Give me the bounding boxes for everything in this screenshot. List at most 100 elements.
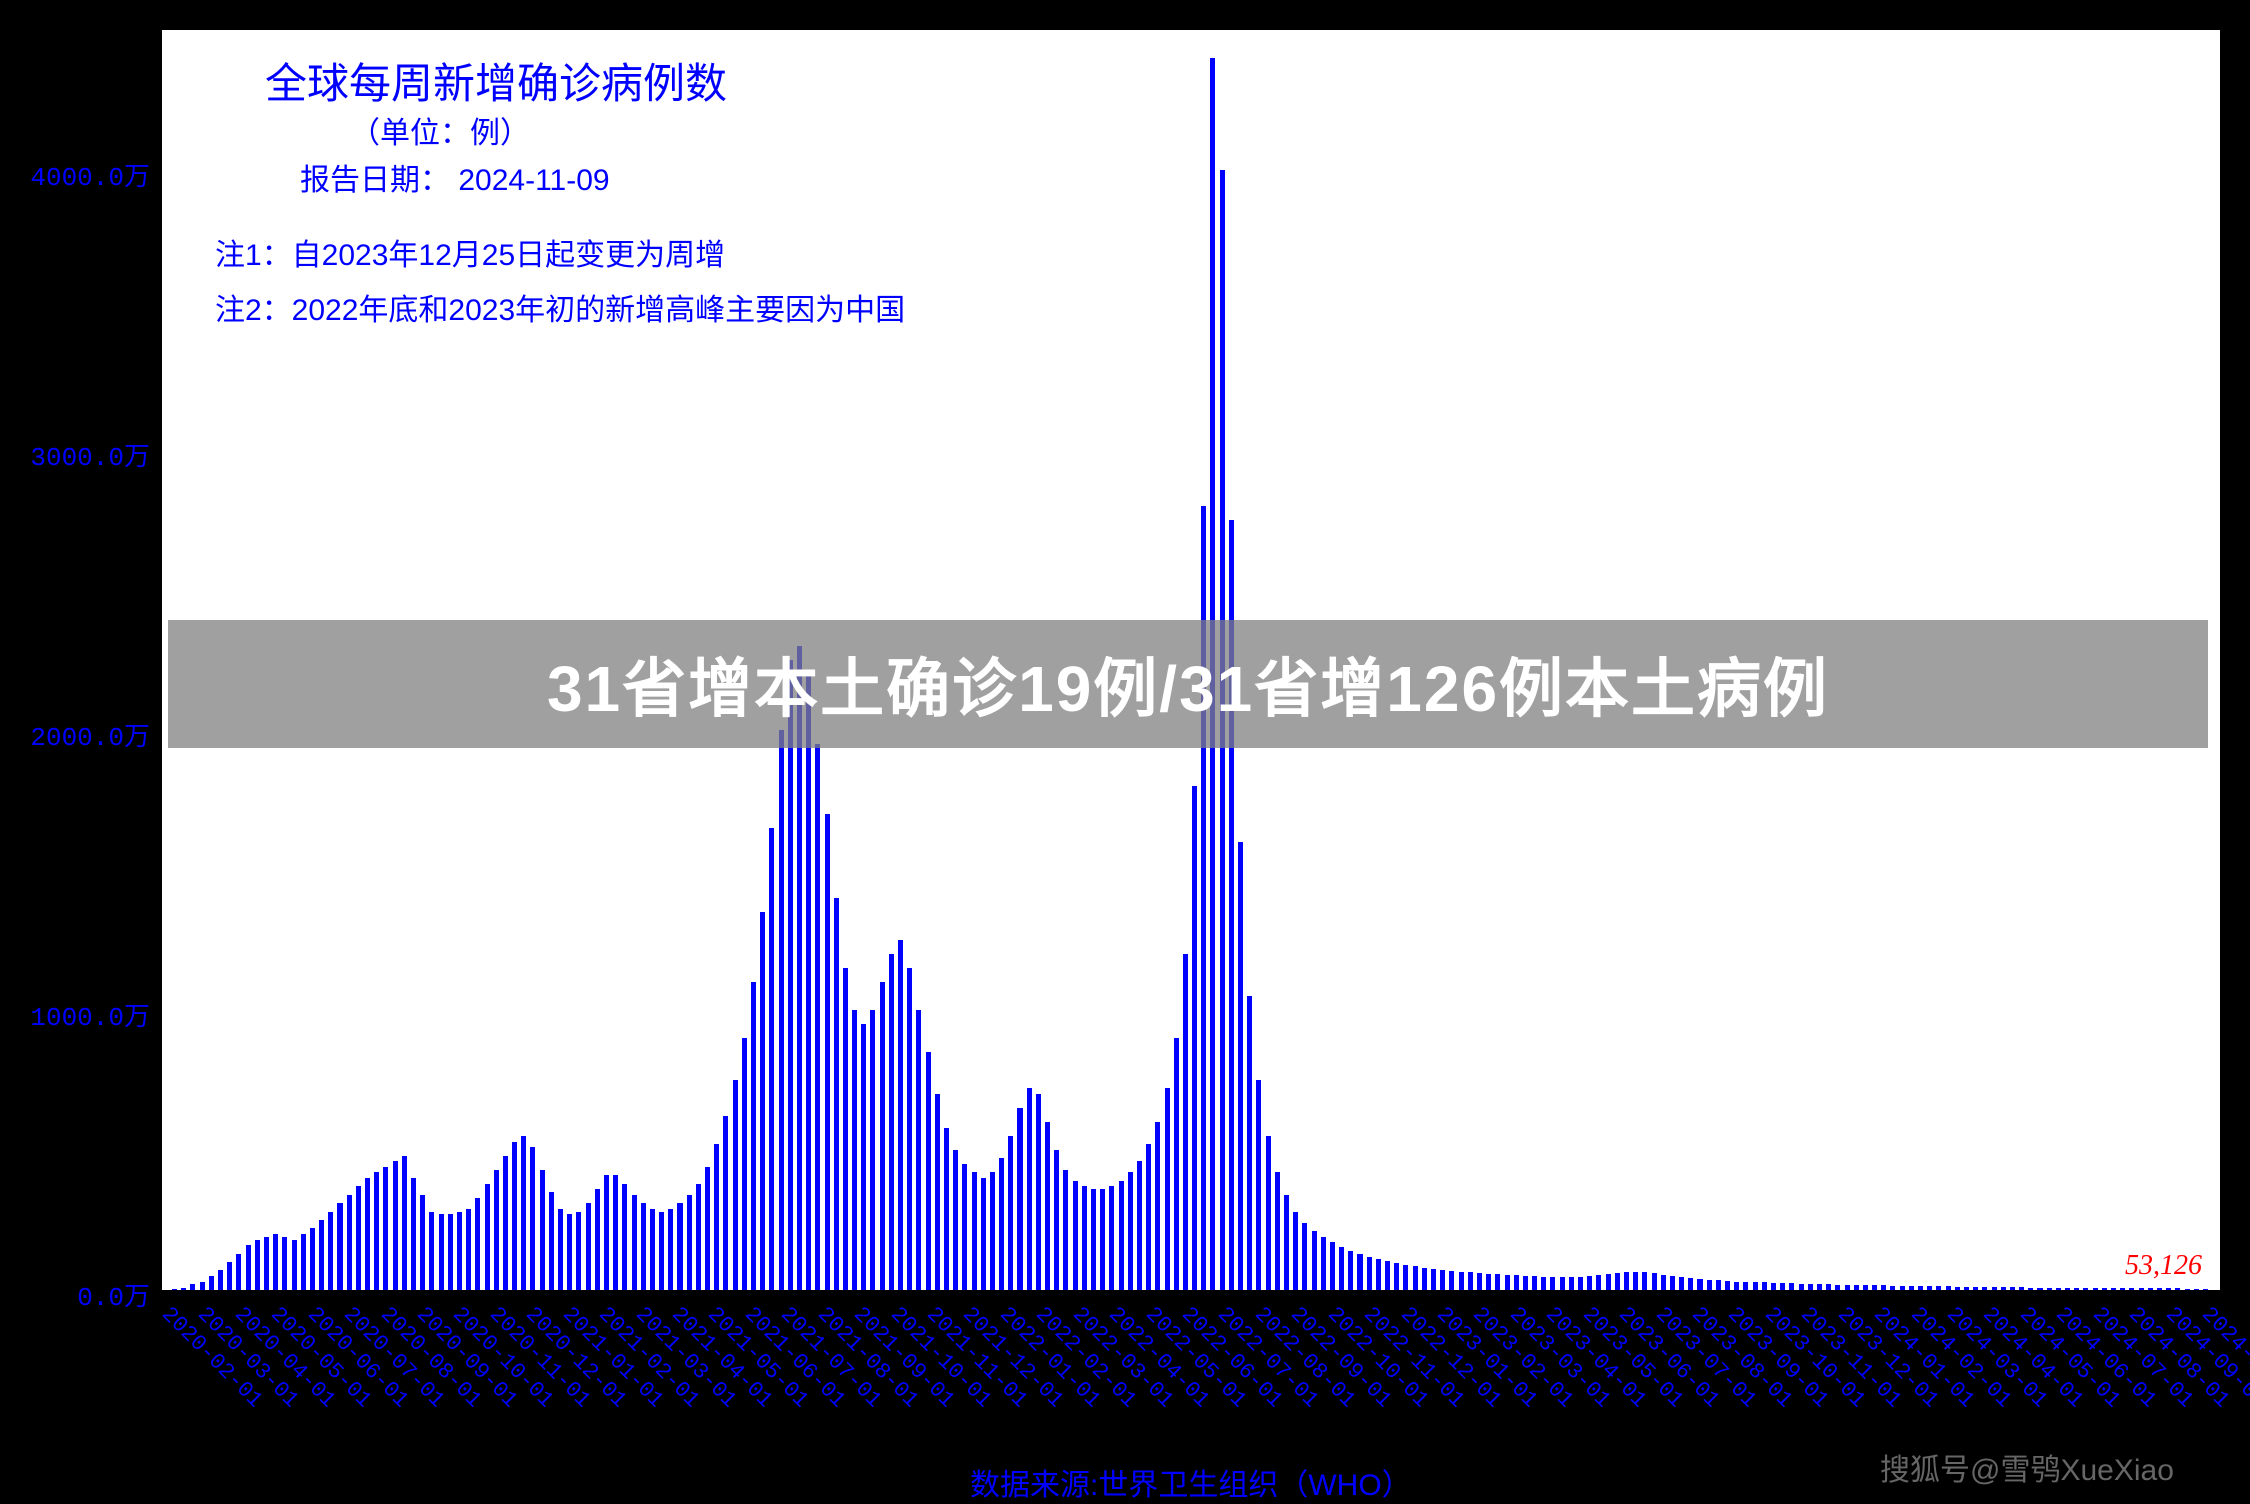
- data-bar: [1817, 1284, 1822, 1290]
- data-bar: [1027, 1088, 1032, 1290]
- data-bar: [1679, 1277, 1684, 1290]
- data-bar: [659, 1212, 664, 1290]
- data-bar: [1743, 1282, 1748, 1290]
- data-bar: [769, 828, 774, 1290]
- data-bar: [1550, 1277, 1555, 1290]
- data-bar: [723, 1116, 728, 1290]
- data-bar: [2203, 1289, 2208, 1290]
- data-bar: [825, 814, 830, 1290]
- data-bar: [1468, 1272, 1473, 1290]
- data-bar: [1459, 1272, 1464, 1290]
- chart-title: 全球每周新增确诊病例数: [265, 50, 727, 111]
- data-bar: [1348, 1251, 1353, 1290]
- data-bar: [1541, 1277, 1546, 1290]
- data-bar: [1624, 1272, 1629, 1290]
- x-tick-mark: [425, 1290, 427, 1298]
- data-bar: [788, 660, 793, 1290]
- data-bar: [926, 1052, 931, 1290]
- data-bar: [319, 1220, 324, 1290]
- data-bar: [1413, 1266, 1418, 1290]
- data-bar: [200, 1282, 205, 1290]
- data-bar: [1312, 1231, 1317, 1290]
- data-bar: [558, 1209, 563, 1290]
- data-bar: [1174, 1038, 1179, 1290]
- x-tick-mark: [1299, 1290, 1301, 1298]
- data-bar: [613, 1175, 618, 1290]
- x-tick-mark: [1044, 1290, 1046, 1298]
- data-bar: [1073, 1181, 1078, 1290]
- data-bar: [1587, 1276, 1592, 1290]
- data-bar: [1054, 1150, 1059, 1290]
- chart-report-date: 报告日期： 2024-11-09: [300, 155, 610, 199]
- x-tick-mark: [534, 1290, 536, 1298]
- x-tick-mark: [1991, 1290, 1993, 1298]
- y-tick-mark: [152, 450, 160, 452]
- chart-subtitle: （单位：例）: [350, 108, 530, 152]
- data-bar: [622, 1184, 627, 1290]
- x-tick-mark: [1190, 1290, 1192, 1298]
- data-bar: [1165, 1088, 1170, 1290]
- x-tick-mark: [1481, 1290, 1483, 1298]
- x-tick-mark: [1008, 1290, 1010, 1298]
- x-tick-mark: [607, 1290, 609, 1298]
- data-bar: [209, 1276, 214, 1290]
- data-bar: [2111, 1288, 2116, 1290]
- data-bar: [1440, 1270, 1445, 1290]
- data-bar: [1532, 1276, 1537, 1290]
- data-bar: [1146, 1144, 1151, 1290]
- data-bar: [411, 1178, 416, 1290]
- x-tick-mark: [753, 1290, 755, 1298]
- data-bar: [1008, 1136, 1013, 1290]
- data-bar: [2093, 1288, 2098, 1290]
- data-bar: [1606, 1274, 1611, 1290]
- data-bar: [1716, 1280, 1721, 1290]
- data-bar: [448, 1214, 453, 1290]
- data-bar: [1688, 1278, 1693, 1290]
- x-tick-mark: [1627, 1290, 1629, 1298]
- data-bar: [2194, 1289, 2199, 1290]
- data-bar: [567, 1214, 572, 1290]
- data-bar: [1927, 1286, 1932, 1290]
- data-bar: [227, 1262, 232, 1290]
- data-bar: [880, 982, 885, 1290]
- data-bar: [999, 1158, 1004, 1290]
- data-bar: [301, 1234, 306, 1290]
- data-bar: [714, 1144, 719, 1290]
- data-bar: [981, 1178, 986, 1290]
- data-bar: [1973, 1287, 1978, 1290]
- data-bar: [374, 1172, 379, 1290]
- data-bar: [1339, 1247, 1344, 1290]
- data-bar: [1707, 1280, 1712, 1290]
- data-bar: [1091, 1189, 1096, 1290]
- data-bar: [898, 940, 903, 1290]
- data-bar: [2157, 1288, 2162, 1290]
- chart-note-1: 注1：自2023年12月25日起变更为周增: [215, 230, 725, 274]
- data-bar: [1376, 1259, 1381, 1290]
- data-bar: [365, 1178, 370, 1290]
- data-bar: [1505, 1275, 1510, 1290]
- x-tick-mark: [243, 1290, 245, 1298]
- chart-note-2: 注2：2022年底和2023年初的新增高峰主要因为中国: [215, 285, 905, 329]
- y-tick-mark: [152, 1010, 160, 1012]
- data-bar: [650, 1209, 655, 1290]
- data-bar: [1302, 1223, 1307, 1290]
- data-bar: [328, 1212, 333, 1290]
- data-bar: [1477, 1273, 1482, 1290]
- data-bar: [1275, 1172, 1280, 1290]
- data-bar: [861, 1024, 866, 1290]
- y-tick-mark: [152, 170, 160, 172]
- data-bar: [953, 1150, 958, 1290]
- data-bar: [2037, 1288, 2042, 1290]
- data-bar: [1633, 1272, 1638, 1290]
- x-tick-mark: [1809, 1290, 1811, 1298]
- data-bar: [586, 1203, 591, 1290]
- data-bar: [907, 968, 912, 1290]
- data-bar: [1192, 786, 1197, 1290]
- data-bar: [2083, 1288, 2088, 1290]
- data-bar: [190, 1284, 195, 1290]
- data-bar: [337, 1203, 342, 1290]
- y-axis-line: [160, 30, 162, 1290]
- data-bar: [1063, 1170, 1068, 1290]
- x-tick-mark: [789, 1290, 791, 1298]
- data-bar: [1872, 1285, 1877, 1290]
